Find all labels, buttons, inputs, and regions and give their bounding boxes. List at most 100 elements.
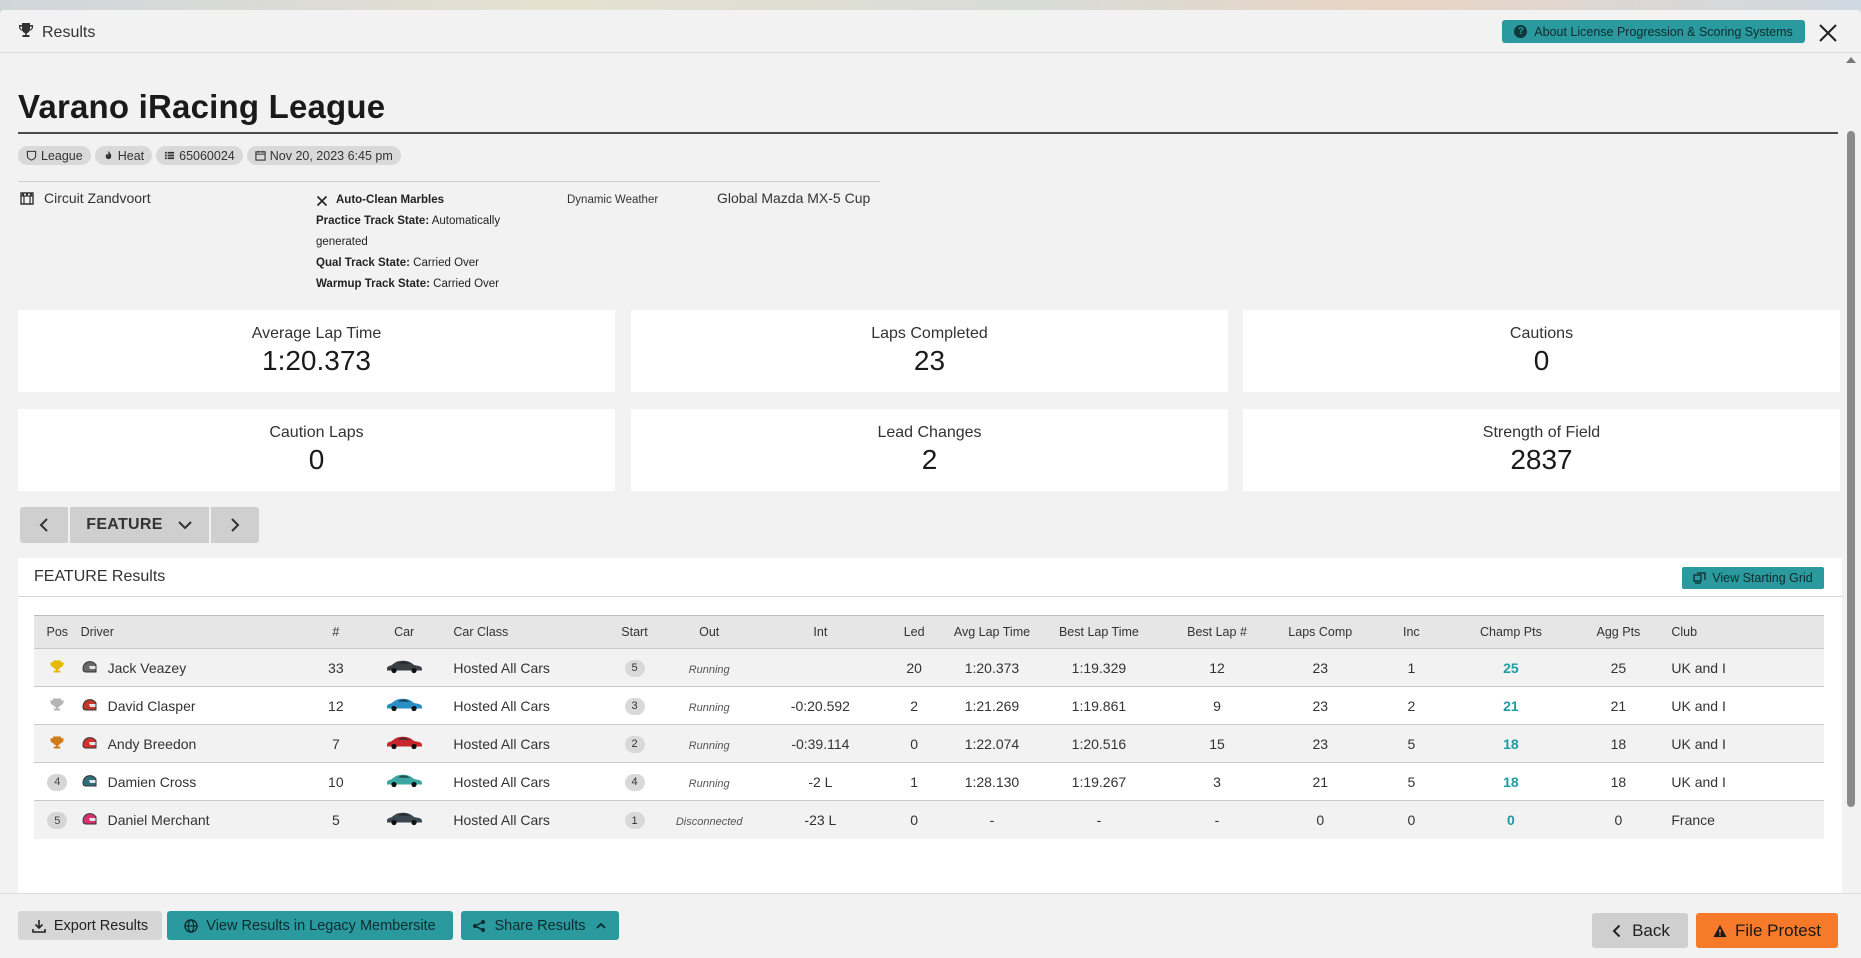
session-dropdown[interactable]: FEATURE bbox=[70, 507, 209, 543]
table-row[interactable]: 4 Damien Cross 10 Hosted All Cars 4 Runn… bbox=[34, 762, 1824, 801]
cell-best-lap-num: 9 bbox=[1213, 697, 1221, 714]
driver-name[interactable]: Damien Cross bbox=[107, 773, 197, 790]
cell-car bbox=[355, 801, 454, 839]
calendar-icon bbox=[255, 150, 266, 161]
cell-pos bbox=[34, 725, 81, 763]
start-badge: 3 bbox=[624, 697, 645, 715]
globe-icon bbox=[184, 918, 198, 933]
export-results-button[interactable]: Export Results bbox=[18, 911, 162, 940]
trophy-icon bbox=[18, 22, 34, 43]
modal-title: Results bbox=[18, 22, 95, 43]
col-avg-lap[interactable]: Avg Lap Time bbox=[953, 625, 1031, 639]
start-badge: 5 bbox=[624, 659, 645, 677]
cell-champ-pts: 0 bbox=[1456, 801, 1565, 839]
question-icon: ? bbox=[1514, 25, 1528, 38]
cell-car bbox=[355, 763, 454, 801]
col-number[interactable]: # bbox=[332, 625, 340, 639]
cell-inc: 2 bbox=[1407, 697, 1416, 714]
chevron-left-icon bbox=[39, 518, 48, 532]
cell-champ-pts: 18 bbox=[1456, 725, 1565, 763]
cell-car-class: Hosted All Cars bbox=[453, 811, 550, 828]
col-champ-pts[interactable]: Champ Pts bbox=[1479, 625, 1542, 639]
col-interval[interactable]: Int bbox=[813, 625, 828, 639]
results-content[interactable]: Varano iRacing League League Heat 650600… bbox=[0, 53, 1842, 893]
about-scoring-button[interactable]: ? About License Progression & Scoring Sy… bbox=[1502, 20, 1805, 43]
cell-club: France bbox=[1671, 811, 1715, 828]
car-icon bbox=[387, 774, 423, 788]
table-row[interactable]: David Clasper 12 Hosted All Cars 3 Runni… bbox=[34, 686, 1824, 725]
scrollbar[interactable] bbox=[1843, 53, 1857, 893]
cell-avg-lap: - bbox=[989, 811, 995, 828]
cell-driver[interactable]: David Clasper bbox=[81, 687, 317, 725]
stat-average-lap-time: Average Lap Time 1:20.373 bbox=[18, 310, 615, 392]
col-led[interactable]: Led bbox=[903, 625, 925, 639]
cell-car-class: Hosted All Cars bbox=[453, 697, 550, 714]
cell-laps-comp: 21 bbox=[1312, 773, 1329, 790]
cell-driver[interactable]: Damien Cross bbox=[81, 763, 317, 801]
title-divider bbox=[18, 132, 1838, 134]
cell-avg-lap: 1:22.074 bbox=[964, 735, 1020, 752]
next-session-button[interactable] bbox=[211, 507, 259, 543]
col-best-lap-num[interactable]: Best Lap # bbox=[1187, 625, 1247, 639]
scroll-up-arrow[interactable] bbox=[1846, 57, 1856, 63]
champ-points: 0 bbox=[1507, 811, 1515, 828]
scrollbar-thumb[interactable] bbox=[1847, 131, 1855, 807]
stat-lead-changes: Lead Changes 2 bbox=[631, 409, 1228, 491]
cell-champ-pts: 21 bbox=[1456, 687, 1565, 725]
cell-laps-comp: 23 bbox=[1312, 659, 1329, 676]
cell-led: 0 bbox=[910, 735, 919, 752]
table-row[interactable]: 5 Daniel Merchant 5 Hosted All Cars 1 Di… bbox=[34, 800, 1824, 839]
champ-points: 18 bbox=[1503, 735, 1519, 752]
col-club[interactable]: Club bbox=[1671, 625, 1698, 639]
cell-led: 20 bbox=[906, 659, 922, 676]
cell-driver[interactable]: Daniel Merchant bbox=[81, 801, 317, 839]
track-name: Circuit Zandvoort bbox=[20, 190, 151, 206]
cell-driver[interactable]: Jack Veazey bbox=[81, 649, 317, 687]
chevron-right-icon bbox=[231, 518, 240, 532]
share-results-button[interactable]: Share Results bbox=[461, 911, 619, 940]
cell-car-class: Hosted All Cars bbox=[453, 735, 550, 752]
col-car[interactable]: Car bbox=[394, 625, 415, 639]
file-protest-button[interactable]: File Protest bbox=[1696, 913, 1838, 948]
previous-session-button[interactable] bbox=[20, 507, 68, 543]
col-pos[interactable]: Pos bbox=[46, 625, 69, 639]
cell-car-number: 12 bbox=[328, 697, 344, 714]
grid-icon bbox=[1693, 571, 1706, 584]
cell-best-lap-time: 1:20.516 bbox=[1071, 735, 1127, 752]
cell-car bbox=[355, 649, 454, 687]
results-modal: Results ? About License Progression & Sc… bbox=[0, 10, 1861, 958]
col-driver[interactable]: Driver bbox=[80, 625, 114, 639]
col-start[interactable]: Start bbox=[621, 625, 648, 639]
close-button[interactable] bbox=[1817, 22, 1839, 44]
trophy-icon bbox=[50, 660, 64, 672]
table-row[interactable]: Andy Breedon 7 Hosted All Cars 2 Running… bbox=[34, 724, 1824, 763]
col-out[interactable]: Out bbox=[699, 625, 720, 639]
cell-club: UK and I bbox=[1671, 735, 1726, 752]
cell-interval: -0:20.592 bbox=[790, 697, 850, 714]
tag-heat: Heat bbox=[94, 146, 153, 165]
cell-driver[interactable]: Andy Breedon bbox=[81, 725, 317, 763]
table-row[interactable]: Jack Veazey 33 Hosted All Cars 5 Running… bbox=[34, 648, 1824, 687]
col-laps-comp[interactable]: Laps Comp bbox=[1288, 625, 1353, 639]
cell-car bbox=[355, 725, 454, 763]
cell-avg-lap: 1:28.130 bbox=[964, 773, 1020, 790]
col-inc[interactable]: Inc bbox=[1403, 625, 1420, 639]
driver-name[interactable]: Andy Breedon bbox=[107, 735, 197, 752]
driver-name[interactable]: Jack Veazey bbox=[107, 659, 187, 676]
list-icon bbox=[165, 151, 175, 160]
cell-agg-pts: 25 bbox=[1610, 659, 1627, 676]
cell-champ-pts: 25 bbox=[1456, 649, 1565, 687]
col-agg-pts[interactable]: Agg Pts bbox=[1596, 625, 1641, 639]
col-car-class[interactable]: Car Class bbox=[453, 625, 509, 639]
col-best-lap-time[interactable]: Best Lap Time bbox=[1058, 625, 1139, 639]
marbles-setting: Auto-Clean Marbles bbox=[316, 190, 528, 211]
view-legacy-results-button[interactable]: View Results in Legacy Membersite bbox=[167, 911, 453, 940]
session-info: Circuit Zandvoort Auto-Clean Marbles Pra… bbox=[18, 181, 880, 293]
back-button[interactable]: Back bbox=[1592, 913, 1688, 948]
cell-best-lap-num: 12 bbox=[1209, 659, 1225, 676]
view-starting-grid-button[interactable]: View Starting Grid bbox=[1682, 567, 1824, 589]
driver-name[interactable]: Daniel Merchant bbox=[107, 811, 210, 828]
cell-best-lap-time: - bbox=[1096, 811, 1102, 828]
cell-club: UK and I bbox=[1671, 659, 1726, 676]
driver-name[interactable]: David Clasper bbox=[107, 697, 196, 714]
